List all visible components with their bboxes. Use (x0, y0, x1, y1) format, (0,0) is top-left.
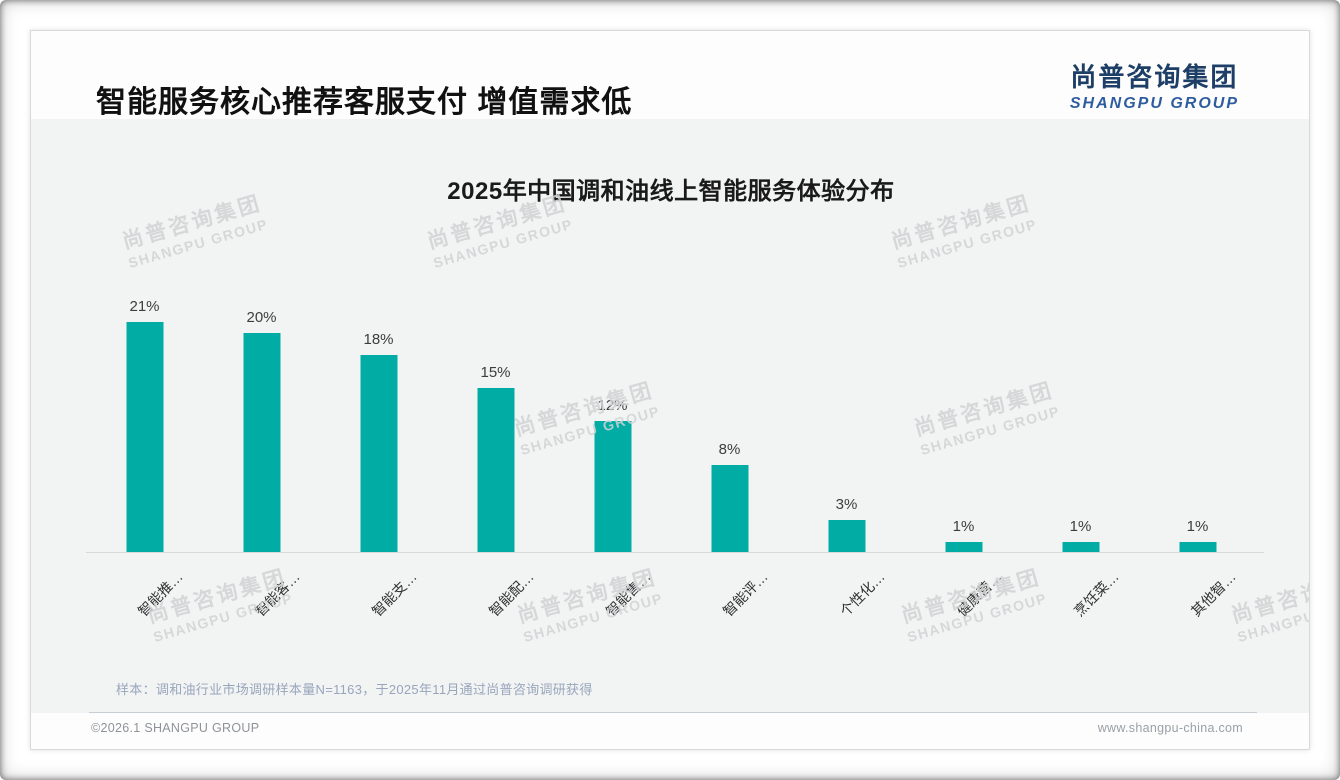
bar-value-label: 1% (952, 518, 975, 535)
bar-group: 1% (1139, 119, 1256, 553)
x-axis-labels: 智能推… 智能客… 智能支… 智能配… 智能售… 智能评… 个性化… 健康营… 烹饪菜… 其他智… (86, 553, 1256, 663)
x-axis-label: 智能售… (602, 568, 654, 620)
bar (594, 421, 631, 553)
x-axis-label-slot: 健康营… (905, 553, 1022, 663)
bar (360, 355, 397, 553)
bar-group: 12% (554, 119, 671, 553)
bar-group: 1% (1022, 119, 1139, 553)
bar-group: 18% (320, 119, 437, 553)
bar (828, 520, 865, 553)
bar-group: 21% (86, 119, 203, 553)
bar-value-label: 21% (129, 298, 160, 315)
bar-group: 15% (437, 119, 554, 553)
brand-logo-cn: 尚普咨询集团 (1070, 62, 1239, 92)
x-axis-label-slot: 智能客… (203, 553, 320, 663)
bar-group: 8% (671, 119, 788, 553)
x-axis-label-slot: 智能配… (437, 553, 554, 663)
slide: 尚普咨询集团 SHANGPU GROUP 尚普咨询集团 SHANGPU GROUP 尚普… (30, 30, 1310, 750)
bar-value-label: 1% (1186, 518, 1209, 535)
x-axis-label: 智能配… (485, 568, 537, 620)
footer-copyright: ©2026.1 SHANGPU GROUP (91, 721, 260, 735)
bar-value-label: 8% (718, 441, 741, 458)
bar-group: 3% (788, 119, 905, 553)
x-axis-label-slot: 智能售… (554, 553, 671, 663)
x-axis-label: 个性化… (836, 568, 888, 620)
x-axis-label: 智能支… (368, 568, 420, 620)
bar (945, 542, 982, 553)
x-axis-label-slot: 个性化… (788, 553, 905, 663)
bar-value-label: 12% (597, 397, 628, 414)
page-title: 智能服务核心推荐客服支付 增值需求低 (96, 86, 633, 119)
bar-group: 20% (203, 119, 320, 553)
bar-group: 1% (905, 119, 1022, 553)
bar-value-label: 20% (246, 309, 277, 326)
footer-website: www.shangpu-china.com (1097, 721, 1243, 735)
x-axis-label: 智能客… (251, 568, 303, 620)
x-axis-label: 烹饪菜… (1070, 568, 1122, 620)
footer-divider (89, 712, 1257, 713)
bar (243, 333, 280, 553)
x-axis-label: 健康营… (953, 568, 1005, 620)
bar-value-label: 1% (1069, 518, 1092, 535)
x-axis-label: 智能推… (134, 568, 186, 620)
x-axis-label-slot: 智能推… (86, 553, 203, 663)
bar (711, 465, 748, 553)
plot-area: 21% 20% 18% 15% 12% 8% 3% 1% 1% 1% (86, 119, 1256, 553)
bar-value-label: 15% (480, 364, 511, 381)
chart-title: 2025年中国调和油线上智能服务体验分布 (447, 178, 895, 205)
bar-value-label: 3% (835, 496, 858, 513)
bar (477, 388, 514, 553)
brand-logo-en: SHANGPU GROUP (1069, 95, 1239, 112)
bar (1062, 542, 1099, 553)
bar (126, 322, 163, 553)
x-axis-label: 智能评… (719, 568, 771, 620)
bar-value-label: 18% (363, 331, 394, 348)
x-axis-label-slot: 智能支… (320, 553, 437, 663)
x-axis-label-slot: 其他智… (1139, 553, 1256, 663)
x-axis-line (86, 552, 1264, 553)
x-axis-label-slot: 烹饪菜… (1022, 553, 1139, 663)
x-axis-label: 其他智… (1187, 568, 1239, 620)
chart-area: 2025年中国调和油线上智能服务体验分布 21% 20% 18% 15% 12% 8% 3%… (31, 119, 1309, 713)
brand-logo: 尚普咨询集团 SHANGPU GROUP (1070, 57, 1239, 113)
sample-note: 样本：调和油行业市场调研样本量N=1163，于2025年11月通过尚普咨询调研获… (116, 682, 593, 697)
x-axis-label-slot: 智能评… (671, 553, 788, 663)
bar (1179, 542, 1216, 553)
